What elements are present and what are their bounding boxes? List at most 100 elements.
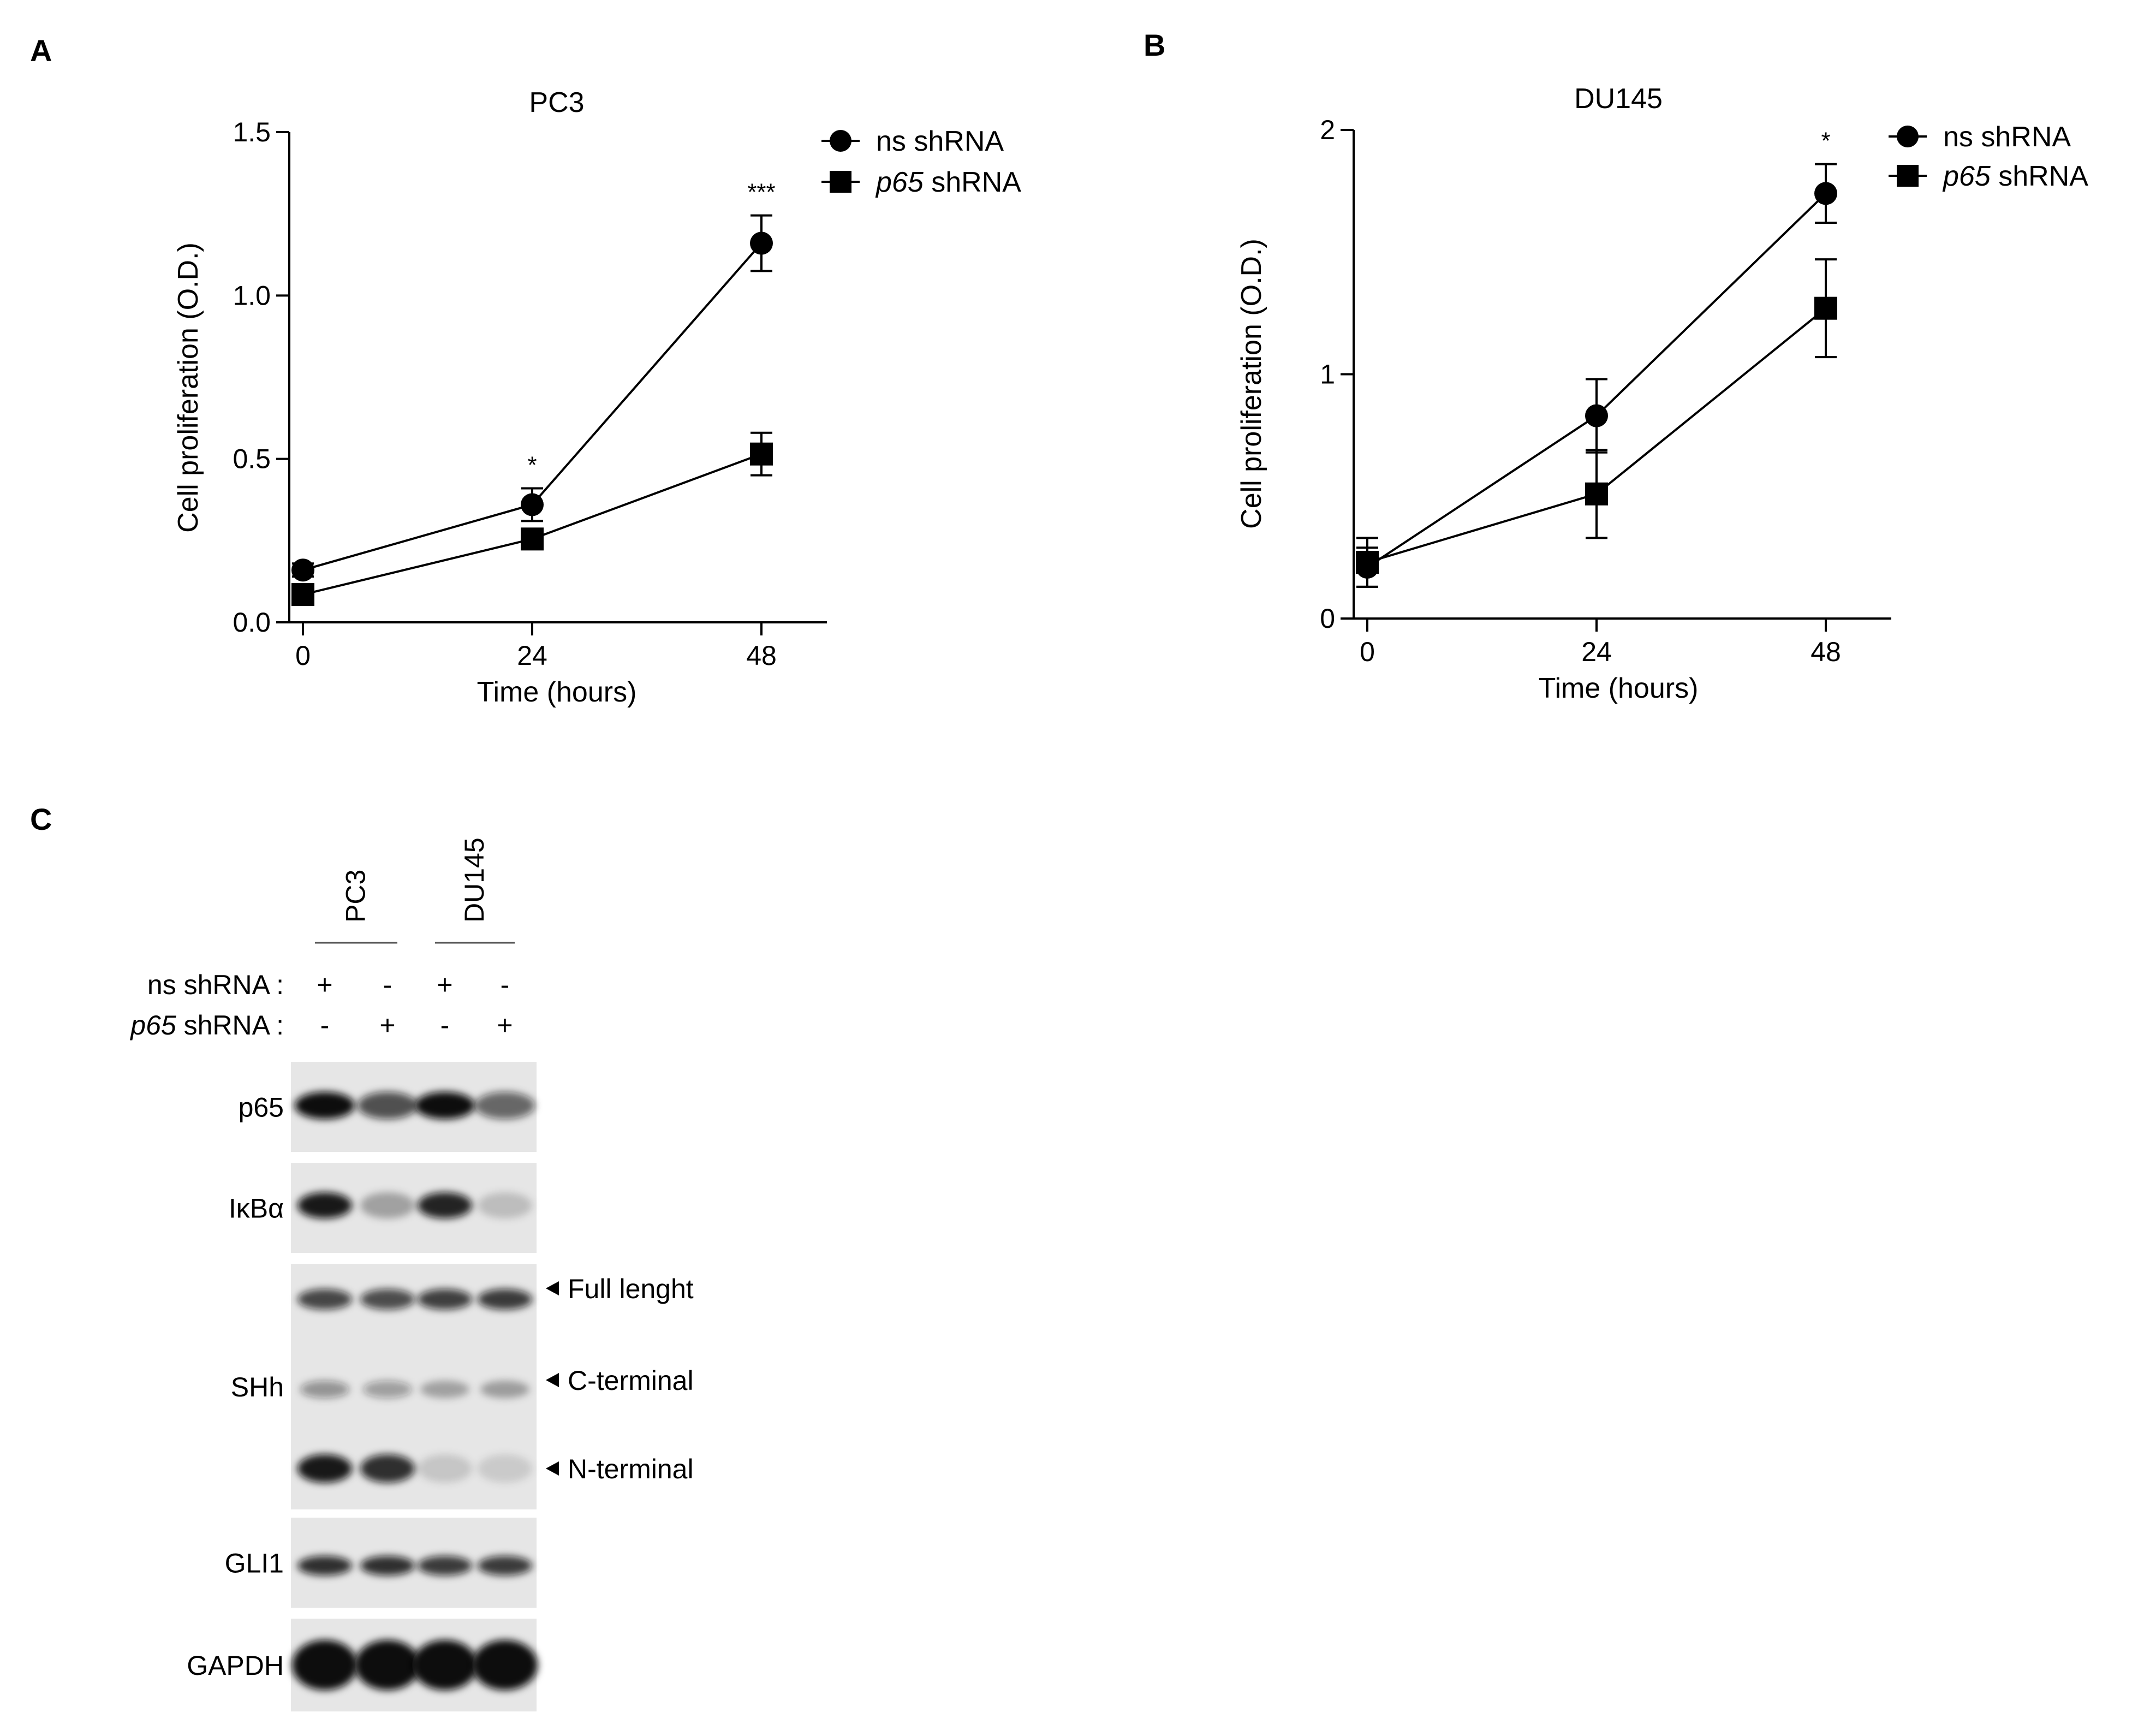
blot-band: [420, 1381, 469, 1398]
blot-band: [478, 1192, 532, 1218]
panel-label-b: B: [1144, 28, 1165, 62]
condition-label-italic: p65: [129, 1010, 176, 1041]
blot-band: [295, 1092, 355, 1119]
y-tick-label: 2: [1320, 115, 1335, 145]
blot-band: [297, 1556, 352, 1576]
blot-band: [300, 1381, 349, 1398]
x-tick-label: 0: [295, 640, 311, 671]
blot-band: [360, 1289, 415, 1310]
x-tick-label: 0: [1360, 637, 1375, 667]
blot-band: [297, 1289, 352, 1310]
data-point: [521, 493, 544, 516]
error-bars: [1356, 163, 1837, 588]
condition-sign: +: [379, 1010, 395, 1041]
significance-labels: *: [1821, 128, 1830, 154]
blot-band: [472, 1640, 538, 1690]
blot-row-label: p65: [239, 1092, 284, 1123]
data-point: [1356, 551, 1379, 574]
chart-title: DU145: [1574, 83, 1663, 115]
y-axis-label: Cell proliferation (O.D.): [1236, 239, 1267, 529]
significance-label: *: [527, 452, 537, 479]
x-tick-label: 48: [1811, 637, 1841, 667]
blot-band: [478, 1454, 532, 1483]
condition-label-rest: shRNA :: [176, 1010, 284, 1041]
legend-marker: [830, 130, 851, 152]
data-point: [1814, 182, 1837, 205]
axes: 0.0 0.5 1.0 1.5 0 24 48: [233, 117, 827, 671]
blot-band: [363, 1381, 412, 1398]
data-markers: [291, 231, 773, 607]
significance-label: *: [1821, 128, 1830, 154]
blot-row-label: SHh: [231, 1372, 284, 1402]
legend: ns shRNA p65 shRNA: [1889, 121, 2088, 192]
legend-label-italic: p65: [875, 167, 924, 198]
panel-label-a: A: [30, 33, 52, 68]
condition-sign: -: [501, 970, 510, 1000]
axes: 0 1 2 0 24 48: [1320, 115, 1891, 667]
x-tick-label: 48: [746, 640, 777, 671]
chart-du145: DU145 Time (hours) Cell proliferation (O…: [1236, 83, 2088, 704]
legend-label-rest: shRNA: [1991, 160, 2088, 192]
panel-label-c: C: [30, 802, 52, 836]
y-tick-label: 0: [1320, 603, 1335, 634]
condition-sign: +: [437, 970, 452, 1000]
blot-band: [360, 1454, 415, 1483]
blot-band: [415, 1092, 475, 1119]
data-point: [750, 231, 773, 255]
y-tick-label: 1: [1320, 359, 1335, 390]
data-point: [291, 558, 314, 582]
x-axis-label: Time (hours): [477, 676, 637, 708]
data-point: [291, 583, 314, 607]
blot-row-label: IκBα: [229, 1193, 284, 1224]
band-arrowhead: [546, 1461, 559, 1476]
y-tick-label: 0.0: [233, 607, 271, 638]
legend-marker: [1897, 126, 1919, 147]
blot-band: [360, 1192, 415, 1218]
legend-label-rest: shRNA: [924, 167, 1021, 198]
legend-label: p65 shRNA: [875, 167, 1021, 198]
blot-band: [412, 1640, 478, 1690]
y-tick-label: 1.5: [233, 117, 271, 147]
blot-row-label: GAPDH: [187, 1650, 284, 1681]
condition-sign: -: [383, 970, 392, 1000]
legend-marker: [1897, 165, 1919, 187]
data-point: [1585, 482, 1608, 506]
y-axis-label: Cell proliferation (O.D.): [172, 242, 204, 533]
data-markers: [1356, 182, 1837, 579]
cell-line-label: PC3: [341, 870, 371, 923]
blot-band: [418, 1556, 472, 1576]
blot-row-label: GLI1: [225, 1548, 284, 1579]
condition-sign: +: [497, 1010, 513, 1041]
condition-sign: -: [320, 1010, 330, 1041]
blot-band: [355, 1640, 420, 1690]
western-blot: PC3 DU145 ns shRNA : + - + - p65 shRNA : - + - + p6…: [129, 837, 694, 1711]
chart-title: PC3: [529, 87, 584, 118]
blot-band: [297, 1454, 352, 1483]
y-tick-label: 1.0: [233, 280, 271, 311]
chart-pc3: PC3 Time (hours) Cell proliferation (O.D…: [172, 87, 1021, 708]
data-point: [521, 527, 544, 551]
blot-band: [480, 1381, 529, 1398]
legend-label: ns shRNA: [1943, 121, 2071, 153]
band-arrowhead: [546, 1373, 559, 1387]
band-annotation: N-terminal: [568, 1454, 694, 1484]
cell-line-label: DU145: [459, 837, 490, 923]
blot-panels: p65 IκBα SHh GLI1 GAPDH Full lenght C-terminal…: [187, 1062, 694, 1711]
band-arrowhead: [546, 1281, 559, 1295]
x-tick-label: 24: [1581, 637, 1612, 667]
legend-label-italic: p65: [1942, 160, 1991, 192]
band-annotation: C-terminal: [568, 1365, 694, 1396]
blot-band: [478, 1289, 532, 1310]
blot-band: [360, 1556, 415, 1576]
blot-band: [418, 1289, 472, 1310]
blot-band: [297, 1192, 352, 1218]
legend-label: ns shRNA: [876, 126, 1004, 157]
blot-band: [418, 1192, 472, 1218]
significance-labels: ****: [527, 179, 775, 479]
significance-label: ***: [747, 179, 775, 206]
condition-sign: +: [317, 970, 332, 1000]
condition-label: ns shRNA :: [147, 970, 284, 1000]
condition-sign: -: [440, 1010, 450, 1041]
blot-band: [292, 1640, 358, 1690]
